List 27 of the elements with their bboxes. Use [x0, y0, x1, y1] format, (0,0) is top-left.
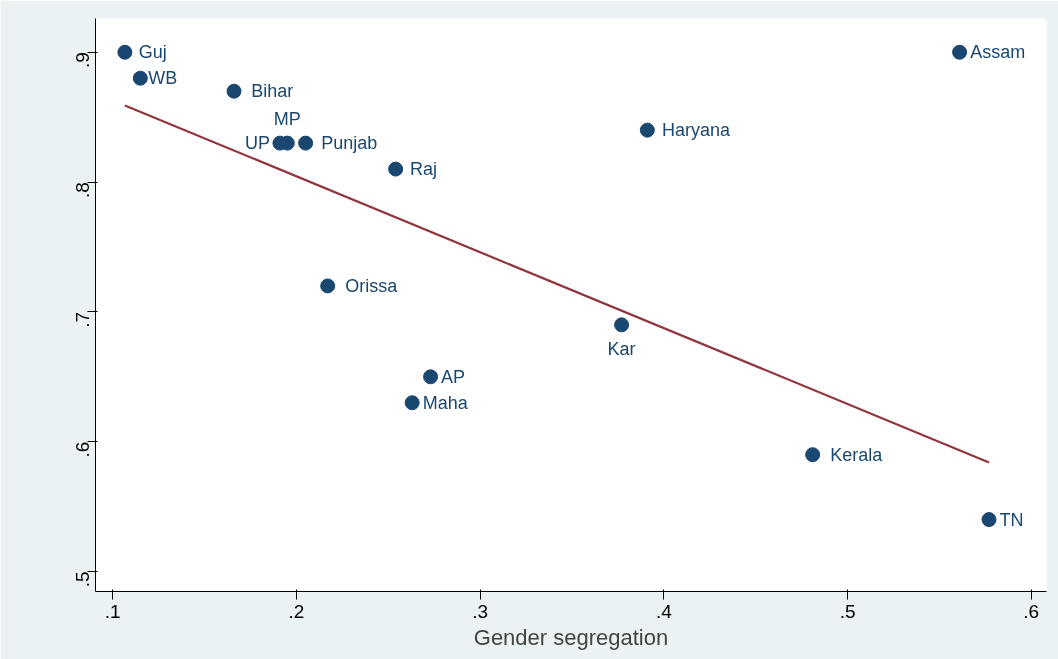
annotation: MP [273, 109, 301, 130]
x-tick-label: .2 [288, 600, 305, 622]
annotation: UP [244, 133, 270, 154]
y-tick-label: .5 [72, 571, 93, 588]
annotation: Guj [138, 42, 167, 63]
x-tick-label: .3 [472, 600, 489, 622]
annotation: Maha [422, 392, 469, 413]
annotation: Raj [409, 159, 437, 180]
annotation: Bihar [251, 81, 294, 102]
x-tick-label: .1 [104, 600, 121, 622]
y-tick-label: .9 [72, 52, 93, 69]
annotation: Orissa [345, 275, 399, 296]
annotation: Haryana [662, 120, 732, 141]
x-tick-label: .4 [655, 600, 673, 622]
x-tick-label: .6 [1023, 600, 1040, 622]
annotation: Punjab [321, 133, 378, 154]
annotation: Kar [607, 338, 636, 359]
x-axis-title: Gender segregation [473, 624, 669, 650]
x-tick-label: .5 [839, 600, 856, 622]
y-tick-label: .8 [72, 182, 93, 198]
annotation: TN [999, 509, 1024, 530]
annotation: Assam [970, 42, 1026, 63]
annotation: AP [441, 366, 466, 387]
y-tick-label: .7 [72, 311, 93, 328]
y-tick-label: .6 [72, 441, 93, 458]
annotation: Kerala [830, 444, 884, 465]
annotation: WB [148, 68, 178, 89]
